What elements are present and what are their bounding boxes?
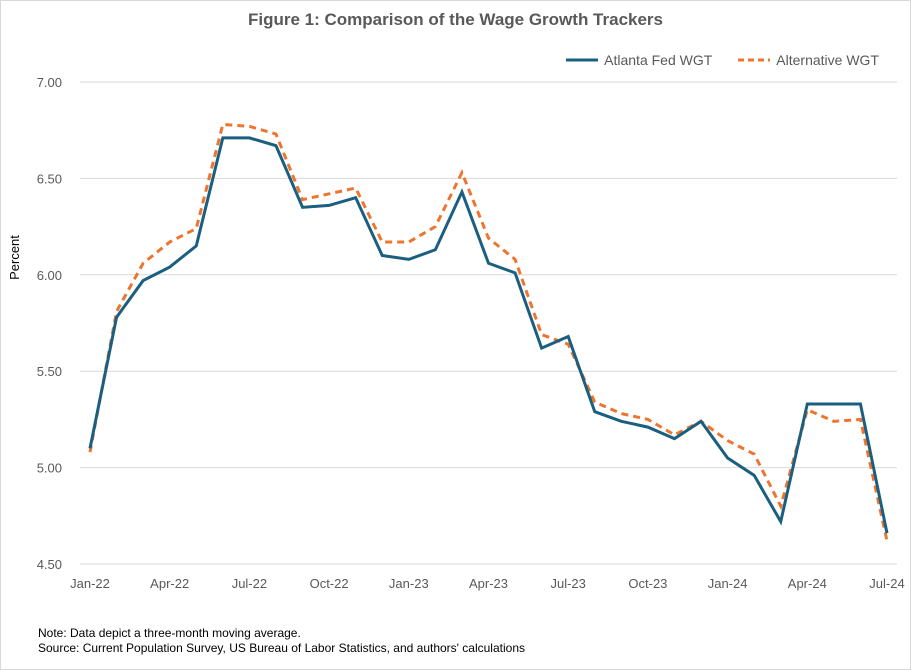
x-tick-label: Apr-22	[150, 576, 189, 591]
legend-label: Alternative WGT	[776, 52, 879, 68]
x-tick-label: Jul-22	[232, 576, 267, 591]
x-tick-label: Oct-22	[310, 576, 349, 591]
y-tick-label: 5.00	[37, 461, 62, 476]
y-tick-label: 6.50	[37, 171, 62, 186]
note-text: Note: Data depict a three-month moving a…	[38, 626, 301, 640]
legend-label: Atlanta Fed WGT	[604, 52, 713, 68]
chart-title: Figure 1: Comparison of the Wage Growth …	[248, 10, 663, 29]
y-tick-label: 5.50	[37, 364, 62, 379]
series-line-atlanta-fed-wgt	[88, 136, 889, 534]
x-tick-label: Apr-24	[788, 576, 827, 591]
legend-item-atlanta-fed: Atlanta Fed WGT	[566, 52, 712, 68]
x-tick-label: Jul-24	[869, 576, 904, 591]
y-tick-label: 4.50	[37, 557, 62, 572]
x-tick-label: Apr-23	[469, 576, 508, 591]
source-text: Source: Current Population Survey, US Bu…	[38, 641, 525, 655]
series-line-alternative-wgt	[88, 122, 889, 542]
legend: Atlanta Fed WGT Alternative WGT	[566, 52, 879, 68]
x-tick-label: Jan-22	[70, 576, 110, 591]
legend-swatch-dashed	[738, 58, 771, 62]
legend-swatch-solid	[566, 58, 599, 62]
legend-item-alternative: Alternative WGT	[738, 52, 879, 68]
x-tick-label: Jan-24	[708, 576, 748, 591]
x-tick-label: Jul-23	[550, 576, 585, 591]
y-tick-label: 7.00	[37, 75, 62, 90]
x-tick-label: Oct-23	[628, 576, 667, 591]
y-tick-label: 6.00	[37, 268, 62, 283]
x-tick-label: Jan-23	[389, 576, 429, 591]
notes: Note: Data depict a three-month moving a…	[38, 626, 525, 656]
